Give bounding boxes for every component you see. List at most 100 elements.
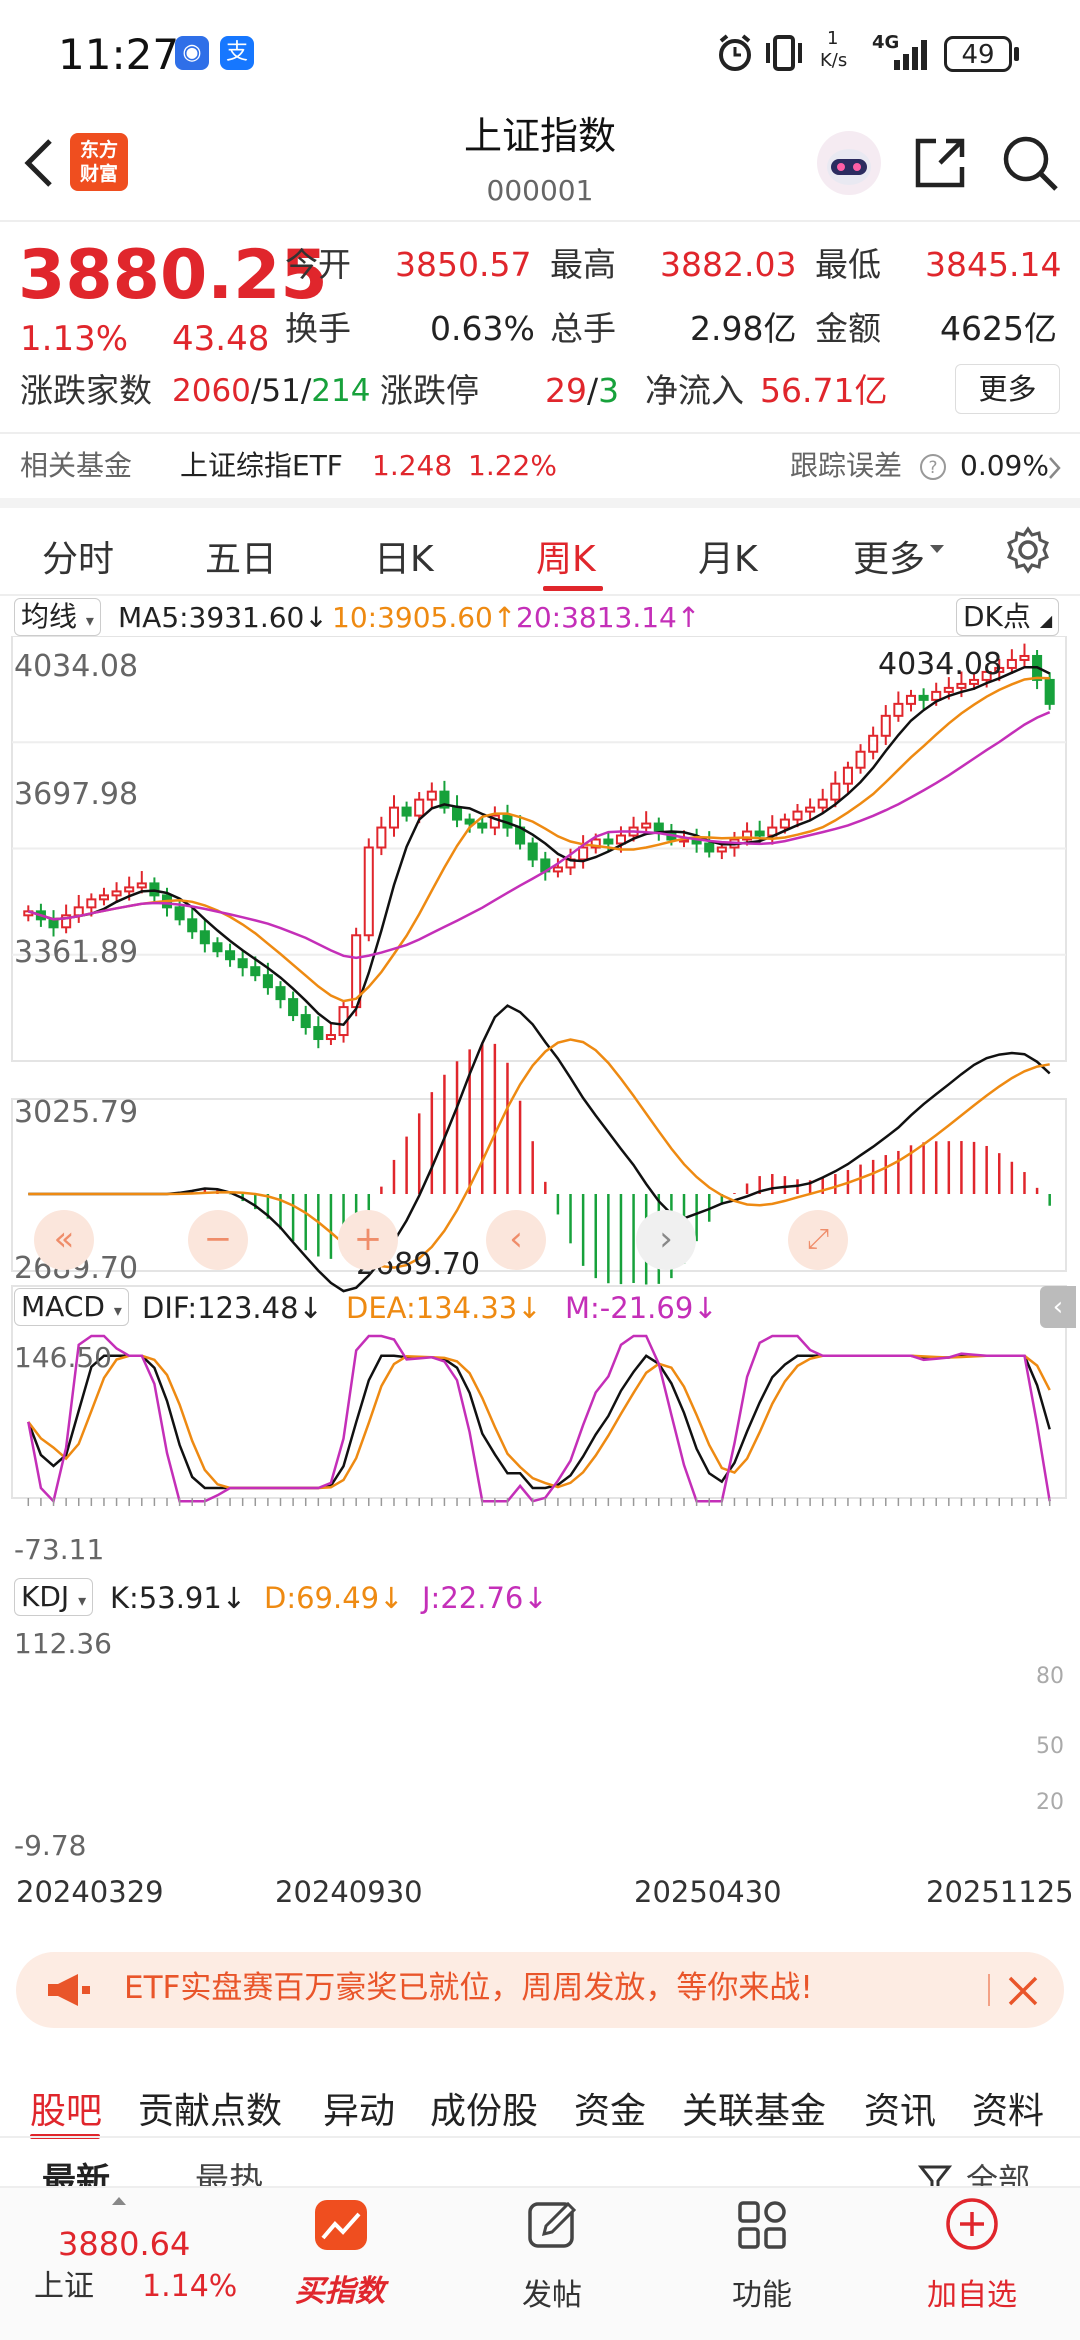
turnover-label: 换手 bbox=[285, 309, 351, 348]
ma-selector[interactable]: 均线 ▾ bbox=[14, 598, 101, 636]
kdj-level-label: 50 bbox=[1036, 1734, 1064, 1759]
change-points: 43.48 bbox=[172, 319, 270, 359]
date-axis-label: 20250430 bbox=[634, 1875, 782, 1909]
macd-selector-label: MACD bbox=[21, 1290, 105, 1323]
promo-banner[interactable]: ETF实盘赛百万豪奖已就位，周周发放，等你来战! bbox=[16, 1952, 1064, 2028]
tab-stock-forum[interactable]: 股吧 bbox=[30, 2091, 103, 2132]
fullscreen-button[interactable]: ⤢ bbox=[788, 1210, 848, 1270]
candle bbox=[199, 930, 210, 945]
candle bbox=[1019, 654, 1030, 661]
volume-label: 总手 bbox=[550, 309, 616, 348]
net-speed-value: 1 bbox=[827, 28, 839, 49]
tab-related-funds[interactable]: 关联基金 bbox=[682, 2091, 827, 2132]
signal-icon bbox=[894, 40, 927, 70]
turnover-value: 0.63% bbox=[430, 309, 535, 348]
gear-icon[interactable] bbox=[1004, 526, 1052, 574]
tab-constituents[interactable]: 成份股 bbox=[430, 2091, 539, 2132]
candle bbox=[325, 1034, 336, 1041]
battery-icon: 49 bbox=[944, 36, 1012, 72]
kline-chart[interactable] bbox=[0, 636, 1080, 1881]
functions-grid-icon[interactable] bbox=[735, 2198, 789, 2252]
zoom-out-button[interactable]: − bbox=[188, 1210, 248, 1270]
change-percent: 1.13% bbox=[20, 319, 129, 359]
tab-profile[interactable]: 资料 bbox=[972, 2091, 1045, 2132]
close-icon[interactable] bbox=[1006, 1974, 1040, 2008]
kdj-selector[interactable]: KDJ ▾ bbox=[14, 1578, 94, 1616]
tab-more[interactable]: 更多 bbox=[853, 539, 926, 580]
functions-label[interactable]: 功能 bbox=[732, 2278, 792, 2313]
tab-daily-k[interactable]: 日K bbox=[374, 539, 434, 580]
volume-value: 2.98亿 bbox=[690, 309, 797, 348]
logo-text-line2: 财富 bbox=[79, 163, 118, 185]
help-icon[interactable]: ? bbox=[918, 452, 948, 482]
candle bbox=[1044, 678, 1055, 705]
network-type: 4G bbox=[872, 32, 900, 53]
scroll-right-button[interactable]: › bbox=[636, 1210, 696, 1270]
date-axis-label: 20251125 bbox=[926, 1875, 1074, 1909]
buy-index-icon[interactable] bbox=[313, 2198, 369, 2254]
share-icon[interactable] bbox=[910, 133, 970, 193]
candle bbox=[653, 822, 664, 833]
ma5-value: MA5:3931.60↓ bbox=[118, 601, 328, 634]
tab-movement[interactable]: 异动 bbox=[323, 2091, 396, 2132]
related-fund-row[interactable]: 相关基金 上证综指ETF 1.248 1.22% 跟踪误差 ? 0.09% bbox=[0, 434, 1080, 498]
candle bbox=[388, 806, 400, 829]
kline-chart-area[interactable]: 均线 ▾ MA5:3931.60↓ 10:3905.60↑ 20:3813.14… bbox=[0, 596, 1080, 1941]
scroll-left-button[interactable]: ‹ bbox=[486, 1210, 546, 1270]
alipay-notification-icon: 支 bbox=[220, 36, 254, 70]
candle bbox=[943, 686, 954, 693]
eastmoney-logo[interactable]: 东方 财富 bbox=[70, 133, 128, 191]
candle bbox=[918, 694, 929, 701]
chart-period-tabs: 分时 五日 日K 周K 月K 更多 bbox=[0, 500, 1080, 596]
candle bbox=[86, 898, 97, 909]
tab-news[interactable]: 资讯 bbox=[864, 2091, 937, 2132]
breadth-flat: 51 bbox=[261, 373, 301, 409]
add-watchlist-label[interactable]: 加自选 bbox=[927, 2278, 1017, 2313]
kdj-level-label: 20 bbox=[1036, 1790, 1064, 1815]
ai-robot-icon[interactable] bbox=[815, 129, 883, 197]
dk-point-label: DK点 bbox=[963, 600, 1031, 633]
inflow-value: 56.71亿 bbox=[760, 371, 888, 410]
zoom-in-button[interactable]: + bbox=[338, 1210, 398, 1270]
add-watchlist-icon[interactable] bbox=[944, 2196, 1000, 2252]
nav-index-price[interactable]: 3880.64 bbox=[58, 2225, 191, 2263]
breadth-label: 涨跌家数 bbox=[20, 371, 152, 410]
tab-five-day[interactable]: 五日 bbox=[205, 539, 278, 580]
macd-axis-label: -73.11 bbox=[14, 1533, 105, 1566]
tab-intraday[interactable]: 分时 bbox=[42, 539, 115, 580]
candle bbox=[805, 806, 816, 813]
more-button[interactable]: 更多 bbox=[955, 364, 1060, 414]
related-fund-label: 相关基金 bbox=[20, 449, 133, 482]
ma-selector-caret: ▾ bbox=[85, 611, 94, 630]
low-value: 3845.14 bbox=[925, 245, 1062, 284]
dk-point-button[interactable]: DK点 ◢ bbox=[956, 598, 1060, 636]
bottom-nav-bar: 3880.64 上证 1.14% 买指数 发帖 功能 加自选 bbox=[0, 2186, 1080, 2340]
search-icon[interactable] bbox=[1000, 133, 1062, 195]
collapse-panel-button[interactable]: ‹ bbox=[1040, 1286, 1076, 1328]
ma-selector-label: 均线 bbox=[21, 600, 78, 633]
candle bbox=[981, 670, 992, 681]
battery-cap bbox=[1014, 47, 1019, 61]
candle bbox=[73, 906, 84, 917]
buy-index-label[interactable]: 买指数 bbox=[295, 2274, 385, 2309]
edit-post-icon[interactable] bbox=[526, 2198, 580, 2252]
d-value: D:69.49↓ bbox=[264, 1581, 404, 1615]
promo-banner-text: ETF实盘赛百万豪奖已就位，周周发放，等你来战! bbox=[124, 1970, 813, 2006]
back-arrow-icon[interactable] bbox=[18, 135, 58, 191]
tab-weekly-k[interactable]: 周K bbox=[536, 539, 596, 580]
fund-name[interactable]: 上证综指ETF bbox=[180, 449, 343, 482]
macd-selector[interactable]: MACD ▾ bbox=[14, 1288, 129, 1326]
low-label: 最低 bbox=[815, 245, 881, 284]
scroll-left-fast-button[interactable]: « bbox=[34, 1210, 94, 1270]
date-axis-label: 20240930 bbox=[275, 1875, 423, 1909]
tab-contribution-points[interactable]: 贡献点数 bbox=[138, 2091, 283, 2132]
post-label[interactable]: 发帖 bbox=[522, 2278, 582, 2313]
candle bbox=[124, 886, 135, 893]
macd-m-value: M:-21.69↓ bbox=[565, 1291, 718, 1325]
tab-monthly-k[interactable]: 月K bbox=[698, 539, 758, 580]
limit-label: 涨跌停 bbox=[380, 371, 479, 410]
ma10-value: 10:3905.60↑ bbox=[332, 601, 517, 634]
status-time: 11:27 bbox=[58, 30, 180, 79]
tab-capital[interactable]: 资金 bbox=[574, 2091, 647, 2132]
ma20-value: 20:3813.14↑ bbox=[516, 601, 701, 634]
